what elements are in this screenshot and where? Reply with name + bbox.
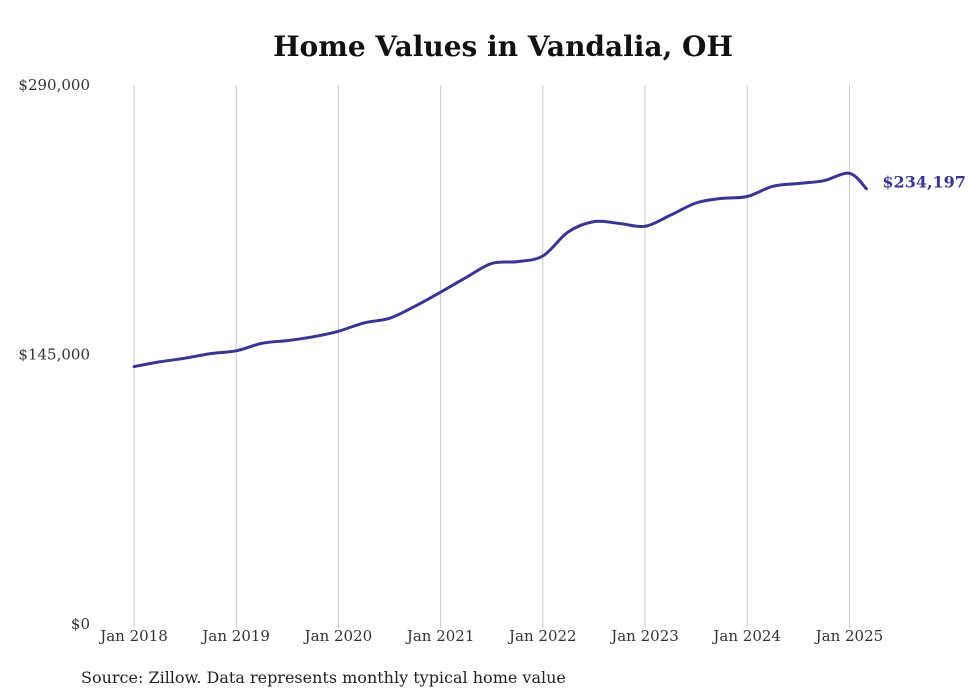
y-tick-label: $145,000 [18,346,90,364]
x-tick-label: Jan 2020 [303,627,373,645]
y-axis: $0 $145,000 $290,000 [18,76,90,633]
series-group: $234,197 [132,171,966,369]
x-tick-label: Jan 2019 [200,627,270,645]
x-tick-label: Jan 2025 [814,627,884,645]
source-note: Source: Zillow. Data represents monthly … [81,668,566,687]
gridlines [133,85,850,628]
x-tick-label: Jan 2023 [609,627,679,645]
chart-title: Home Values in Vandalia, OH [273,30,733,63]
series-line [132,171,868,369]
x-axis: Jan 2018 Jan 2019 Jan 2020 Jan 2021 Jan 2022… [98,627,883,645]
end-value-label: $234,197 [882,173,966,192]
y-tick-label: $0 [71,615,90,633]
x-tick-label: Jan 2018 [98,627,168,645]
x-tick-label: Jan 2022 [507,627,577,645]
x-tick-label: Jan 2021 [405,627,475,645]
x-tick-label: Jan 2024 [711,627,781,645]
y-tick-label: $290,000 [18,76,90,94]
